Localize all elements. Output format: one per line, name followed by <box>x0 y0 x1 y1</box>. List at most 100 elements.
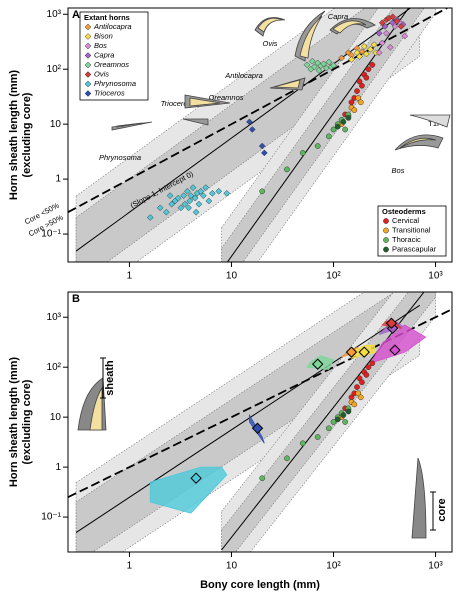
data-point <box>205 197 213 205</box>
data-point <box>299 440 306 447</box>
annotation: core <box>436 498 448 521</box>
data-point <box>381 23 389 30</box>
y-tick-label: 10 <box>50 119 62 130</box>
data-point <box>315 67 323 74</box>
bracket <box>430 491 436 531</box>
data-point <box>246 118 253 126</box>
data-point <box>351 107 358 113</box>
legend-marker <box>84 71 92 78</box>
group-mean <box>358 346 370 358</box>
data-point <box>187 192 195 199</box>
legend-label: Parascapular <box>392 244 437 253</box>
data-point <box>166 192 174 199</box>
legend-label: Capra <box>94 50 114 59</box>
data-point <box>197 187 205 195</box>
data-point <box>334 123 341 130</box>
legend-marker <box>383 246 389 253</box>
legend-label: Transitional <box>392 225 431 234</box>
data-point <box>330 61 337 69</box>
data-point <box>325 58 333 66</box>
horn-icon <box>189 97 221 107</box>
x-tick-label: 10² <box>326 271 341 282</box>
horn-icon <box>411 457 427 539</box>
legend-marker <box>84 61 92 69</box>
data-point <box>330 419 337 425</box>
y-tick-label: 1 <box>55 174 61 185</box>
data-point <box>334 416 341 423</box>
legend-title: Extant horns <box>84 13 130 22</box>
y-tick-label: 10² <box>47 64 62 75</box>
plot-frame <box>67 291 453 553</box>
data-point <box>357 394 364 401</box>
data-point <box>353 49 361 57</box>
x-tick-label: 10 <box>226 561 238 572</box>
annotation: Phrynosoma <box>99 153 141 162</box>
data-point <box>345 115 352 121</box>
data-point <box>215 187 223 195</box>
legend-label: Trioceros <box>94 88 125 97</box>
annotation: sheath <box>104 360 116 396</box>
plot-area <box>68 8 448 262</box>
data-point <box>325 133 332 140</box>
legend-label: Bos <box>94 41 107 50</box>
annotation: Antilocapra <box>224 71 263 80</box>
group-region <box>149 466 228 514</box>
group-mean <box>251 422 264 434</box>
data-point <box>351 401 358 408</box>
data-point <box>223 190 231 197</box>
legend-box <box>377 205 447 257</box>
fit-line <box>221 292 425 551</box>
data-point <box>284 455 290 462</box>
data-point <box>358 48 366 55</box>
horn-icon <box>394 134 444 151</box>
fit-line <box>75 304 421 533</box>
y-tick-label: 10³ <box>47 9 62 20</box>
horn-icon <box>182 118 209 126</box>
group-mean <box>190 472 202 484</box>
data-point <box>393 17 401 25</box>
data-point <box>156 204 164 212</box>
data-point <box>162 208 170 216</box>
y-axis-label: (excluding core) <box>21 379 33 464</box>
data-point <box>340 412 347 418</box>
group-mean <box>389 344 401 356</box>
x-tick-label: 10 <box>226 271 238 282</box>
legend-marker <box>383 227 389 234</box>
legend-label: Ovis <box>94 69 109 78</box>
y-tick-label: 10 <box>50 412 62 423</box>
horn-icon <box>257 17 283 33</box>
legend-label: Oreamnos <box>94 60 129 69</box>
data-point <box>248 126 256 133</box>
y-axis-label: Horn sheath length (mm) <box>8 357 20 488</box>
data-point <box>397 23 405 30</box>
y-axis-label: (excluding core) <box>21 92 33 177</box>
bracket <box>100 357 106 399</box>
y-tick-label: 10⁻¹ <box>41 512 61 523</box>
data-point <box>348 56 355 63</box>
data-point <box>303 61 311 69</box>
x-axis-label: Bony core length (mm) <box>200 579 320 591</box>
data-point <box>146 214 154 221</box>
legend-marker <box>84 52 92 59</box>
horn-icon <box>399 137 437 149</box>
horn-icon <box>409 114 451 128</box>
data-point <box>174 194 182 202</box>
data-point <box>202 184 210 191</box>
data-point <box>340 119 347 125</box>
data-point <box>168 200 176 208</box>
data-point <box>308 57 316 65</box>
x-tick-label: 1 <box>127 271 133 282</box>
plot-area <box>68 292 452 552</box>
data-point <box>314 434 321 440</box>
data-point <box>365 66 372 73</box>
legend-label: Cervical <box>392 216 419 225</box>
data-point <box>360 43 368 50</box>
data-point <box>355 95 362 101</box>
data-point <box>330 126 337 133</box>
data-point <box>180 192 188 199</box>
legend-marker <box>84 42 92 50</box>
annotation: Oreamnos <box>208 93 243 102</box>
y-tick-label: 10² <box>47 362 62 373</box>
